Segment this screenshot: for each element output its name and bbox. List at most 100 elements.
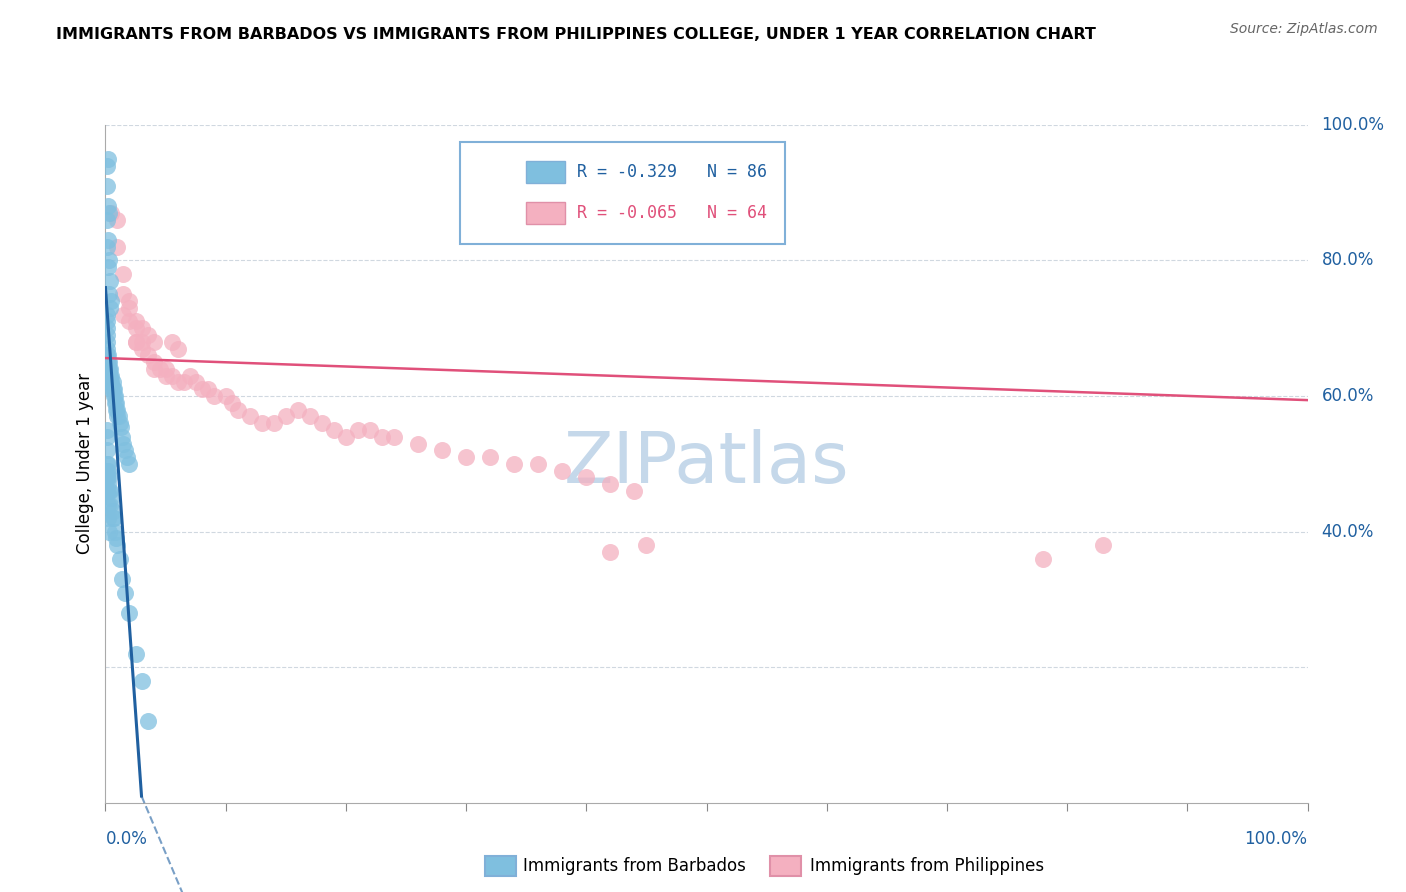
Point	[322, 423, 344, 437]
Point	[114, 585, 136, 599]
Text: Source: ZipAtlas.com: Source: ZipAtlas.com	[1230, 22, 1378, 37]
Point	[97, 464, 120, 478]
Point	[142, 362, 165, 376]
Point	[96, 362, 118, 376]
Point	[166, 376, 188, 390]
Point	[221, 396, 243, 410]
Point	[335, 430, 357, 444]
Point	[112, 436, 135, 450]
Point	[101, 511, 124, 525]
Point	[179, 368, 201, 383]
Point	[105, 396, 128, 410]
Point	[98, 362, 121, 376]
Point	[250, 416, 273, 430]
Point	[263, 416, 285, 430]
Text: 60.0%: 60.0%	[1322, 387, 1374, 405]
Point	[551, 464, 574, 478]
Point	[97, 233, 120, 247]
Point	[1032, 551, 1054, 566]
Point	[142, 334, 165, 349]
Point	[98, 206, 121, 220]
Point	[97, 368, 120, 383]
Point	[155, 362, 177, 376]
Point	[97, 348, 120, 362]
Point	[160, 334, 183, 349]
Point	[274, 409, 297, 424]
Point	[97, 457, 120, 471]
Point	[298, 409, 321, 424]
Point	[103, 382, 125, 396]
Point	[103, 389, 125, 403]
Point	[112, 267, 135, 281]
Point	[479, 450, 502, 464]
Point	[118, 314, 141, 328]
Point	[131, 321, 153, 335]
Point	[96, 470, 118, 484]
Point	[124, 647, 146, 661]
Point	[97, 152, 120, 166]
Point	[96, 457, 118, 471]
Point	[118, 457, 141, 471]
Point	[103, 511, 125, 525]
Point	[173, 376, 195, 390]
FancyBboxPatch shape	[526, 202, 565, 224]
Point	[98, 274, 121, 288]
Point	[100, 376, 122, 390]
Point	[98, 368, 121, 383]
Text: ZIPatlas: ZIPatlas	[564, 429, 849, 499]
Point	[184, 376, 207, 390]
Point	[239, 409, 262, 424]
Point	[96, 240, 118, 254]
Point	[124, 314, 146, 328]
Point	[108, 551, 131, 566]
Point	[623, 483, 645, 498]
Point	[96, 355, 118, 369]
Point	[104, 524, 127, 539]
Point	[97, 511, 120, 525]
Point	[96, 308, 118, 322]
Point	[406, 436, 429, 450]
Point	[98, 470, 121, 484]
Point	[311, 416, 333, 430]
Point	[96, 470, 118, 484]
Point	[96, 314, 118, 328]
Point	[101, 504, 124, 518]
Point	[503, 457, 526, 471]
Text: 80.0%: 80.0%	[1322, 252, 1374, 269]
Point	[111, 430, 134, 444]
Text: 100.0%: 100.0%	[1244, 830, 1308, 848]
Point	[1092, 538, 1115, 552]
Point	[599, 477, 621, 491]
Point	[97, 477, 120, 491]
Point	[100, 491, 122, 505]
Point	[96, 464, 118, 478]
Point	[97, 362, 120, 376]
Point	[96, 178, 118, 193]
Point	[575, 470, 598, 484]
Point	[107, 402, 129, 417]
Point	[430, 443, 453, 458]
Point	[155, 368, 177, 383]
Point	[96, 334, 118, 349]
Point	[636, 538, 658, 552]
Point	[131, 673, 153, 688]
Point	[166, 342, 188, 356]
Point	[108, 416, 131, 430]
Point	[142, 355, 165, 369]
Point	[118, 294, 141, 309]
Point	[104, 396, 127, 410]
Y-axis label: College, Under 1 year: College, Under 1 year	[76, 373, 94, 555]
Point	[118, 606, 141, 620]
Point	[382, 430, 405, 444]
Point	[136, 714, 159, 729]
Point	[136, 328, 159, 343]
Point	[96, 483, 118, 498]
FancyBboxPatch shape	[526, 161, 565, 183]
Point	[105, 402, 128, 417]
Point	[347, 423, 370, 437]
Point	[97, 199, 120, 213]
Point	[97, 355, 120, 369]
Point	[98, 483, 121, 498]
Point	[214, 389, 236, 403]
Point	[96, 212, 118, 227]
